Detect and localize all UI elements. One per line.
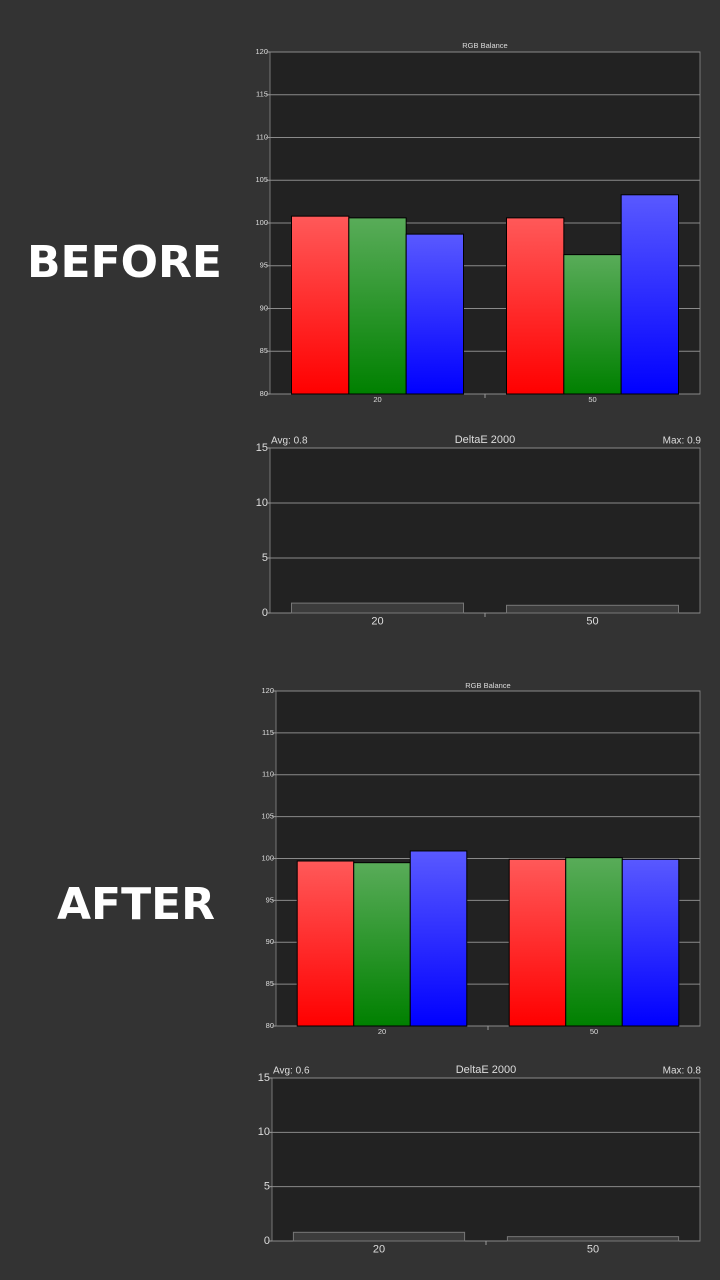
avg-label: Avg: 0.8 <box>271 436 308 447</box>
bar <box>409 850 468 1027</box>
bar <box>506 1236 680 1242</box>
bar <box>348 217 407 395</box>
y-tick-label: 10 <box>258 1126 270 1138</box>
y-tick-label: 120 <box>261 686 274 695</box>
bar <box>292 1231 466 1242</box>
chart-title: DeltaE 2000 <box>456 1064 517 1076</box>
y-tick-label: 120 <box>255 47 268 56</box>
bar <box>621 858 680 1027</box>
y-tick-label: 90 <box>260 303 268 312</box>
bar <box>620 194 680 395</box>
y-tick-label: 0 <box>262 607 268 619</box>
plot-area <box>271 1077 701 1242</box>
y-tick-label: 95 <box>260 261 268 270</box>
y-tick-label: 10 <box>256 497 268 509</box>
x-tick-label: 50 <box>590 1027 598 1036</box>
y-tick-label: 0 <box>264 1235 270 1247</box>
y-tick-label: 15 <box>258 1072 270 1084</box>
chart-title: RGB Balance <box>462 41 507 50</box>
y-tick-label: 5 <box>264 1181 270 1193</box>
bar <box>291 215 350 395</box>
bar <box>506 604 679 614</box>
y-tick-label: 105 <box>255 175 268 184</box>
max-label: Max: 0.9 <box>663 436 702 447</box>
x-tick-label: 50 <box>588 395 596 404</box>
section-label: AFTER <box>57 879 215 930</box>
y-tick-label: 85 <box>260 346 268 355</box>
plot-area <box>269 447 701 614</box>
bar <box>405 233 464 395</box>
bar <box>506 217 565 395</box>
section-label: BEFORE <box>27 237 222 288</box>
avg-label: Avg: 0.6 <box>273 1066 310 1077</box>
chart-title: RGB Balance <box>465 681 510 690</box>
bar <box>296 860 355 1027</box>
y-tick-label: 15 <box>256 442 268 454</box>
y-tick-label: 100 <box>255 218 268 227</box>
bar <box>508 858 567 1027</box>
max-label: Max: 0.8 <box>663 1066 702 1077</box>
bar <box>291 602 464 614</box>
chart-title: DeltaE 2000 <box>455 434 516 446</box>
y-tick-label: 80 <box>260 389 268 398</box>
y-tick-label: 90 <box>266 937 274 946</box>
y-tick-label: 110 <box>256 132 268 141</box>
y-tick-label: 5 <box>262 552 268 564</box>
bar <box>565 857 623 1027</box>
y-tick-label: 115 <box>262 728 274 737</box>
x-tick-label: 20 <box>373 395 381 404</box>
y-tick-label: 95 <box>266 895 274 904</box>
y-tick-label: 105 <box>261 812 274 821</box>
x-tick-label: 50 <box>586 616 598 628</box>
x-tick-label: 20 <box>373 1244 385 1256</box>
bar <box>563 254 622 395</box>
y-tick-label: 100 <box>261 853 274 862</box>
y-tick-label: 115 <box>256 90 268 99</box>
bar <box>353 862 411 1027</box>
x-tick-label: 50 <box>587 1244 599 1256</box>
y-tick-label: 85 <box>266 979 274 988</box>
x-tick-label: 20 <box>378 1027 386 1036</box>
y-tick-label: 80 <box>266 1021 274 1030</box>
y-tick-label: 110 <box>262 770 274 779</box>
x-tick-label: 20 <box>371 616 383 628</box>
